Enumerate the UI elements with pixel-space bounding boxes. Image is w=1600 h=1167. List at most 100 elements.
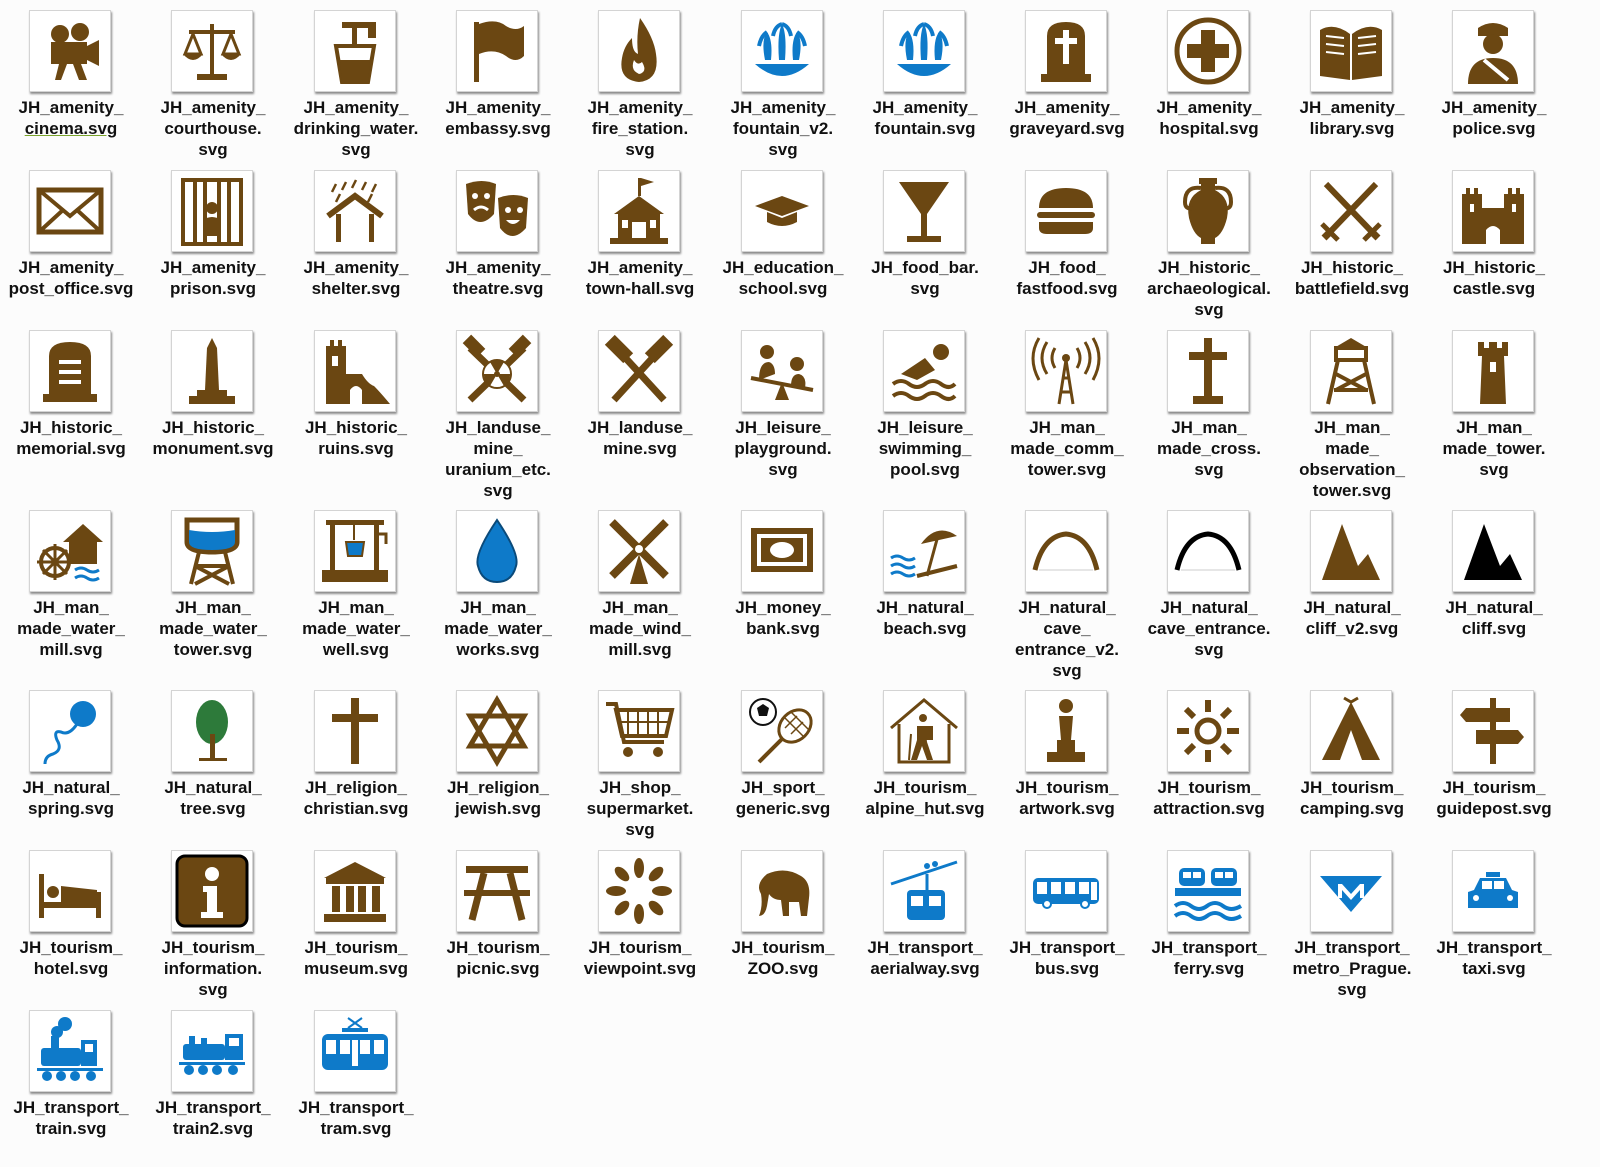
- file-thumbnail[interactable]: [741, 10, 823, 92]
- file-name-label[interactable]: JH_transport_ metro_Prague. svg: [1281, 937, 1423, 1000]
- file-name-label[interactable]: JH_natural_ tree.svg: [142, 777, 284, 819]
- file-thumbnail[interactable]: [1310, 690, 1392, 772]
- file-thumbnail[interactable]: [29, 330, 111, 412]
- file-name-label[interactable]: JH_education_ school.svg: [712, 257, 854, 299]
- file-name-label[interactable]: JH_man_ made_water_ well.svg: [285, 597, 427, 660]
- file-name-label[interactable]: JH_amenity_ fountain.svg: [854, 97, 996, 139]
- file-thumbnail[interactable]: [314, 170, 396, 252]
- file-thumbnail[interactable]: [1310, 330, 1392, 412]
- file-name-label[interactable]: JH_tourism_ camping.svg: [1281, 777, 1423, 819]
- file-name-label[interactable]: JH_food_ fastfood.svg: [996, 257, 1138, 299]
- file-name-label[interactable]: JH_religion_ jewish.svg: [427, 777, 569, 819]
- file-name-label[interactable]: JH_food_bar. svg: [854, 257, 996, 299]
- file-thumbnail[interactable]: [598, 690, 680, 772]
- file-thumbnail[interactable]: [314, 690, 396, 772]
- file-name-label[interactable]: JH_tourism_ attraction.svg: [1138, 777, 1280, 819]
- file-thumbnail[interactable]: [1310, 850, 1392, 932]
- file-thumbnail[interactable]: [29, 510, 111, 592]
- file-name-label[interactable]: JH_amenity_ cinema.svg: [0, 97, 142, 139]
- file-name-label[interactable]: JH_tourism_ museum.svg: [285, 937, 427, 979]
- file-thumbnail[interactable]: [1025, 510, 1107, 592]
- file-name-label[interactable]: JH_man_ made_cross. svg: [1138, 417, 1280, 480]
- file-thumbnail[interactable]: [1167, 850, 1249, 932]
- file-name-label[interactable]: JH_tourism_ information. svg: [142, 937, 284, 1000]
- file-thumbnail[interactable]: [1452, 330, 1534, 412]
- file-name-label[interactable]: JH_historic_ ruins.svg: [285, 417, 427, 459]
- file-thumbnail[interactable]: [171, 690, 253, 772]
- file-name-label[interactable]: JH_amenity_ embassy.svg: [427, 97, 569, 139]
- file-name-label[interactable]: JH_transport_ train.svg: [0, 1097, 142, 1139]
- file-thumbnail[interactable]: [456, 690, 538, 772]
- file-name-label[interactable]: JH_shop_ supermarket. svg: [569, 777, 711, 840]
- file-name-label[interactable]: JH_religion_ christian.svg: [285, 777, 427, 819]
- file-name-label[interactable]: JH_man_ made_water_ tower.svg: [142, 597, 284, 660]
- file-thumbnail[interactable]: [741, 510, 823, 592]
- file-name-label[interactable]: JH_natural_ cliff_v2.svg: [1281, 597, 1423, 639]
- file-name-label[interactable]: JH_man_ made_water_ mill.svg: [0, 597, 142, 660]
- file-name-label[interactable]: JH_amenity_ fountain_v2. svg: [712, 97, 854, 160]
- file-name-label[interactable]: JH_transport_ taxi.svg: [1423, 937, 1565, 979]
- file-name-label[interactable]: JH_transport_ aerialway.svg: [854, 937, 996, 979]
- file-name-label[interactable]: JH_sport_ generic.svg: [712, 777, 854, 819]
- file-thumbnail[interactable]: [741, 170, 823, 252]
- file-name-label[interactable]: JH_amenity_ police.svg: [1423, 97, 1565, 139]
- file-name-label[interactable]: JH_amenity_ shelter.svg: [285, 257, 427, 299]
- file-thumbnail[interactable]: [171, 10, 253, 92]
- file-thumbnail[interactable]: [456, 850, 538, 932]
- file-thumbnail[interactable]: [314, 510, 396, 592]
- file-name-label[interactable]: JH_historic_ memorial.svg: [0, 417, 142, 459]
- file-thumbnail[interactable]: [741, 330, 823, 412]
- file-name-label[interactable]: JH_man_ made_comm_ tower.svg: [996, 417, 1138, 480]
- file-name-label[interactable]: JH_amenity_ fire_station. svg: [569, 97, 711, 160]
- file-thumbnail[interactable]: [1025, 690, 1107, 772]
- file-name-label[interactable]: JH_amenity_ town-hall.svg: [569, 257, 711, 299]
- file-thumbnail[interactable]: [1025, 330, 1107, 412]
- file-name-label[interactable]: JH_historic_ archaeological. svg: [1138, 257, 1280, 320]
- file-thumbnail[interactable]: [1025, 170, 1107, 252]
- file-thumbnail[interactable]: [456, 330, 538, 412]
- file-thumbnail[interactable]: [1025, 10, 1107, 92]
- file-thumbnail[interactable]: [314, 1010, 396, 1092]
- file-thumbnail[interactable]: [883, 10, 965, 92]
- file-thumbnail[interactable]: [29, 690, 111, 772]
- file-name-label[interactable]: JH_landuse_ mine.svg: [569, 417, 711, 459]
- file-thumbnail[interactable]: [598, 170, 680, 252]
- file-thumbnail[interactable]: [598, 510, 680, 592]
- file-thumbnail[interactable]: [29, 850, 111, 932]
- file-name-label[interactable]: JH_natural_ cave_entrance. svg: [1138, 597, 1280, 660]
- file-name-label[interactable]: JH_man_ made_tower. svg: [1423, 417, 1565, 480]
- file-thumbnail[interactable]: [741, 850, 823, 932]
- file-thumbnail[interactable]: [1310, 510, 1392, 592]
- file-name-label[interactable]: JH_amenity_ graveyard.svg: [996, 97, 1138, 139]
- file-thumbnail[interactable]: [883, 690, 965, 772]
- file-thumbnail[interactable]: [456, 510, 538, 592]
- file-thumbnail[interactable]: [29, 1010, 111, 1092]
- file-thumbnail[interactable]: [883, 330, 965, 412]
- file-name-label[interactable]: JH_man_ made_wind_ mill.svg: [569, 597, 711, 660]
- file-thumbnail[interactable]: [171, 1010, 253, 1092]
- file-thumbnail[interactable]: [1452, 510, 1534, 592]
- file-thumbnail[interactable]: [29, 10, 111, 92]
- file-thumbnail[interactable]: [171, 170, 253, 252]
- file-name-label[interactable]: JH_historic_ castle.svg: [1423, 257, 1565, 299]
- file-name-label[interactable]: JH_tourism_ guidepost.svg: [1423, 777, 1565, 819]
- file-name-label[interactable]: JH_tourism_ hotel.svg: [0, 937, 142, 979]
- file-thumbnail[interactable]: [1452, 690, 1534, 772]
- file-name-label[interactable]: JH_landuse_ mine_ uranium_etc. svg: [427, 417, 569, 501]
- file-name-label[interactable]: JH_amenity_ library.svg: [1281, 97, 1423, 139]
- file-name-label[interactable]: JH_historic_ monument.svg: [142, 417, 284, 459]
- file-name-label[interactable]: JH_natural_ cliff.svg: [1423, 597, 1565, 639]
- file-name-label[interactable]: JH_money_ bank.svg: [712, 597, 854, 639]
- file-name-label[interactable]: JH_natural_ beach.svg: [854, 597, 996, 639]
- file-name-label[interactable]: JH_transport_ tram.svg: [285, 1097, 427, 1139]
- file-thumbnail[interactable]: [456, 10, 538, 92]
- file-name-label[interactable]: JH_man_ made_water_ works.svg: [427, 597, 569, 660]
- file-thumbnail[interactable]: [1167, 510, 1249, 592]
- file-thumbnail[interactable]: [1167, 330, 1249, 412]
- file-thumbnail[interactable]: [1452, 850, 1534, 932]
- file-name-label[interactable]: JH_tourism_ ZOO.svg: [712, 937, 854, 979]
- file-thumbnail[interactable]: [883, 510, 965, 592]
- file-name-label[interactable]: JH_leisure_ swimming_ pool.svg: [854, 417, 996, 480]
- file-thumbnail[interactable]: [1167, 170, 1249, 252]
- file-thumbnail[interactable]: [1167, 690, 1249, 772]
